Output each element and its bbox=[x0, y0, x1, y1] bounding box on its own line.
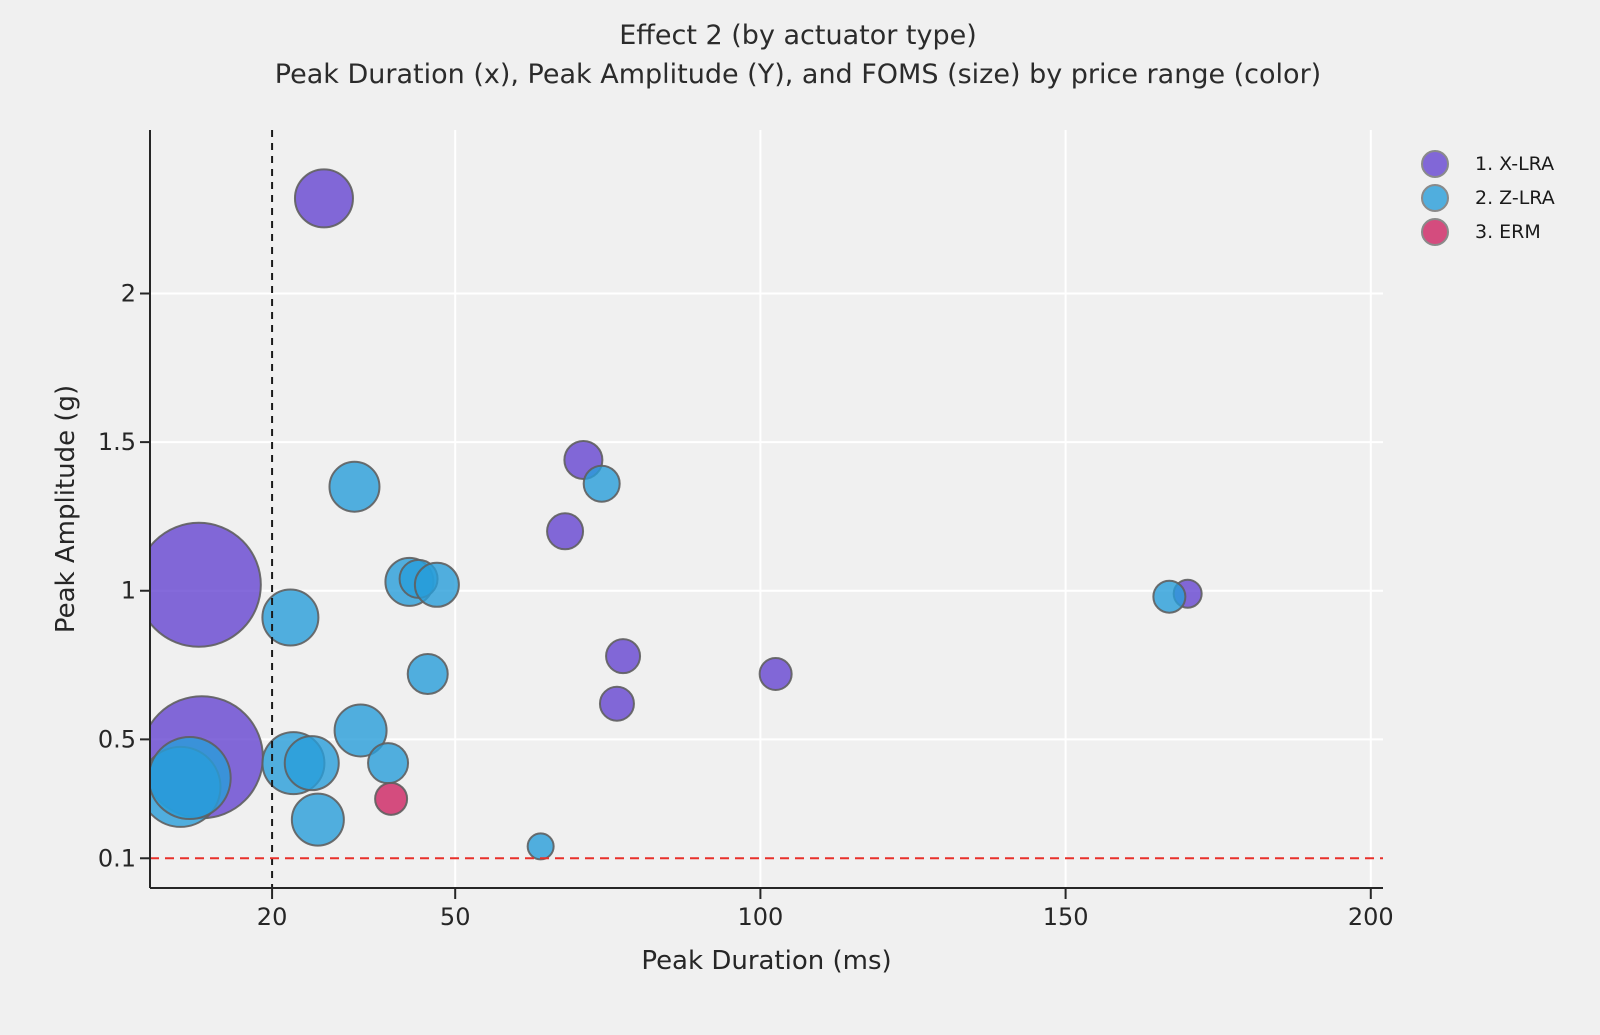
bubble bbox=[333, 703, 388, 758]
legend-marker-circle bbox=[1421, 184, 1449, 212]
series--x-lra bbox=[150, 168, 1203, 820]
bubble bbox=[605, 638, 642, 675]
bubble bbox=[374, 781, 409, 816]
legend-item: 1. X-LRA bbox=[1421, 150, 1555, 178]
y-tick-label: 0.1 bbox=[98, 844, 136, 872]
bubble bbox=[758, 656, 793, 691]
bubble bbox=[293, 168, 354, 229]
x-tick-label: 20 bbox=[257, 903, 288, 931]
legend-item-label: 2. Z-LRA bbox=[1475, 187, 1555, 209]
bubble bbox=[526, 832, 555, 861]
chart-title: Effect 2 (by actuator type) bbox=[619, 20, 977, 51]
legend-marker-circle bbox=[1421, 150, 1449, 178]
bubble bbox=[150, 521, 262, 648]
legend-item-label: 1. X-LRA bbox=[1475, 153, 1555, 175]
y-tick-label: 1 bbox=[121, 577, 136, 605]
bubble bbox=[261, 588, 320, 647]
x-tick-label: 50 bbox=[440, 903, 471, 931]
bubble bbox=[328, 460, 381, 513]
legend-item-label: 3. ERM bbox=[1475, 221, 1541, 243]
bubble bbox=[290, 792, 345, 847]
x-axis-title: Peak Duration (ms) bbox=[641, 946, 892, 976]
bubbles bbox=[150, 168, 1203, 861]
x-tick-label: 100 bbox=[737, 903, 783, 931]
bubble bbox=[406, 652, 449, 695]
tick-labels: 0.1 0.5 1 1.5 2 20 50 100 150 200 bbox=[98, 279, 1394, 931]
chart-subtitle: Peak Duration (x), Peak Amplitude (Y), a… bbox=[274, 59, 1322, 90]
y-tick-label: 1.5 bbox=[98, 428, 136, 456]
series--z-lra bbox=[150, 460, 1187, 861]
bubble bbox=[598, 685, 635, 722]
y-tick-label: 0.5 bbox=[98, 725, 136, 753]
bubble bbox=[283, 735, 340, 792]
bubble bbox=[413, 561, 460, 608]
bubble bbox=[367, 742, 410, 785]
legend-marker-circle bbox=[1421, 218, 1449, 246]
axes bbox=[149, 130, 1383, 889]
legend-item: 2. Z-LRA bbox=[1421, 184, 1555, 212]
x-tick-label: 150 bbox=[1043, 903, 1089, 931]
bubble bbox=[1152, 579, 1187, 614]
bubble bbox=[546, 512, 585, 551]
legend: 1. X-LRA 2. Z-LRA 3. ERM bbox=[1421, 150, 1555, 246]
legend-item: 3. ERM bbox=[1421, 218, 1555, 246]
x-tick-label: 200 bbox=[1348, 903, 1394, 931]
y-tick-label: 2 bbox=[121, 279, 136, 307]
series--erm bbox=[374, 781, 409, 816]
bubble bbox=[150, 736, 232, 821]
bubble bbox=[582, 464, 621, 503]
y-axis-title: Peak Amplitude (g) bbox=[51, 384, 81, 634]
